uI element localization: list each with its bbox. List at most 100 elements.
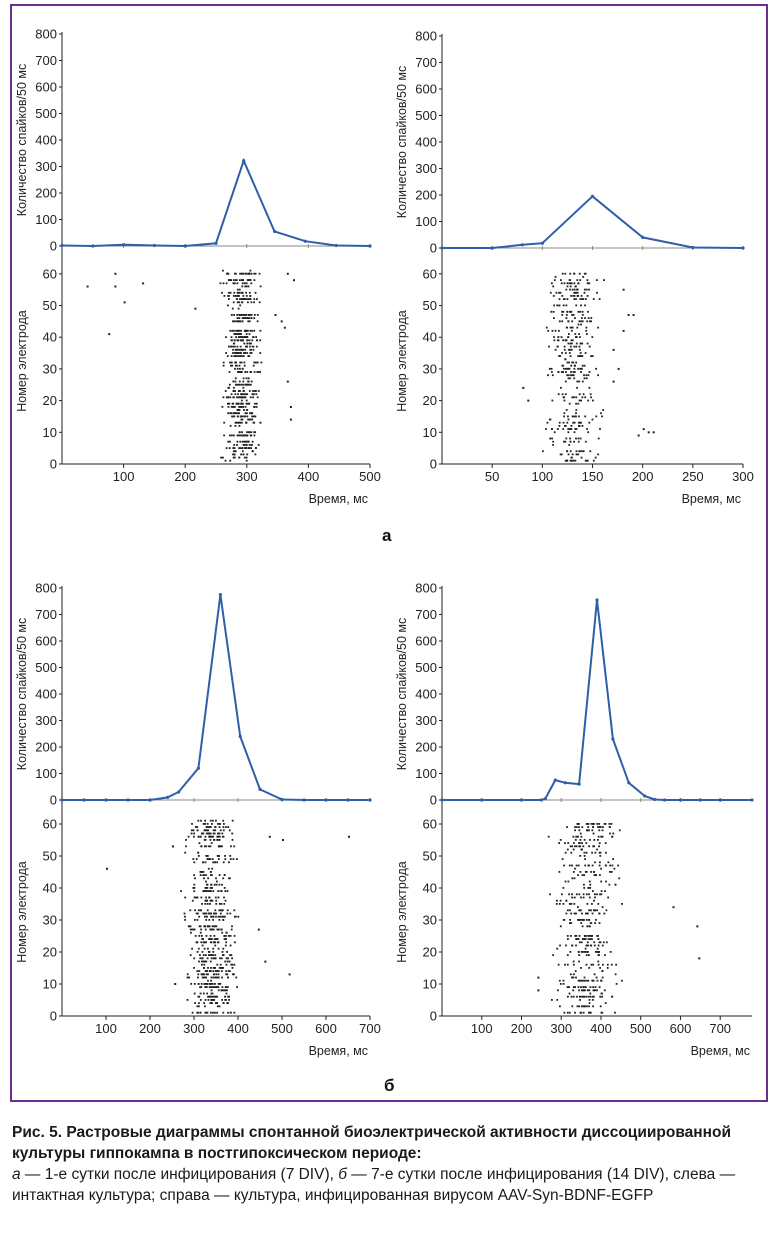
spike-dot: [205, 887, 207, 889]
spike-dot: [205, 986, 208, 988]
spike-dot: [582, 845, 585, 848]
spike-dot: [581, 317, 583, 319]
spike-dot: [238, 390, 241, 392]
spike-dot: [245, 285, 248, 288]
spike-dot: [219, 282, 222, 285]
spike-dot: [254, 291, 257, 294]
spike-dot: [596, 947, 599, 950]
spike-dot: [581, 1005, 583, 1008]
spike-dot: [599, 851, 602, 854]
spike-dot: [255, 406, 258, 408]
spike-dot: [250, 342, 252, 345]
spike-dot: [580, 367, 583, 370]
spike-dot: [611, 995, 614, 998]
spike-dot: [252, 364, 255, 367]
spike-dot: [588, 954, 590, 956]
histogram-point: [122, 243, 126, 247]
spike-dot: [579, 871, 582, 873]
spike-dot: [229, 425, 232, 427]
spike-dot: [219, 957, 221, 960]
spike-dot: [236, 409, 239, 411]
spike-dot: [199, 925, 202, 928]
spike-dot: [585, 963, 588, 966]
spike-dot: [240, 291, 243, 294]
spike-dot: [561, 320, 564, 323]
spike-dot: [567, 374, 570, 377]
spike-dot: [212, 954, 214, 956]
spike-dot: [214, 1011, 216, 1014]
spike-dot: [228, 383, 231, 386]
spike-dot: [210, 874, 212, 876]
spike-dot: [585, 459, 588, 462]
spike-dot: [250, 352, 253, 354]
spike-dot: [211, 887, 213, 889]
spike-dot: [200, 845, 203, 848]
spike-dot: [227, 396, 230, 399]
spike-dot: [573, 272, 575, 275]
spike-dot: [254, 272, 257, 275]
spike-dot: [245, 402, 248, 405]
spike-dot: [220, 928, 223, 931]
spike-dot: [225, 931, 228, 934]
spike-dot: [557, 989, 559, 992]
spike-dot: [180, 890, 182, 892]
x-tick-label: 600: [315, 1021, 337, 1036]
spike-dot: [257, 928, 260, 931]
spike-dot: [234, 915, 236, 918]
spike-dot: [583, 288, 586, 291]
spike-dot: [236, 339, 239, 342]
spike-dot: [257, 371, 260, 373]
y-tick-label: 0: [430, 241, 437, 256]
spike-dot: [227, 295, 229, 297]
spike-dot: [211, 928, 214, 931]
spike-dot: [232, 858, 235, 860]
spike-dot: [251, 345, 254, 348]
spike-dot: [215, 925, 218, 928]
spike-dot: [593, 944, 596, 947]
spike-dot: [208, 835, 211, 838]
spike-dot: [579, 845, 582, 848]
spike-dot: [236, 440, 239, 443]
spike-dot: [588, 999, 591, 1001]
spike-dot: [255, 447, 257, 449]
spike-dot: [212, 947, 215, 950]
spike-dot: [550, 310, 553, 313]
spike-dot: [566, 361, 569, 364]
spike-dot: [579, 348, 581, 351]
spike-dot: [247, 329, 249, 332]
spike-dot: [556, 899, 558, 902]
spike-dot: [586, 279, 589, 281]
spike-dot: [575, 935, 578, 937]
spike-dot: [86, 285, 89, 288]
spike-dot: [537, 989, 540, 992]
spike-dot: [601, 415, 603, 418]
spike-dot: [574, 845, 576, 848]
histogram-point: [272, 229, 277, 234]
spike-dot: [567, 367, 569, 370]
spike-dot: [194, 307, 197, 310]
spike-dot: [614, 883, 617, 886]
y-tick-label: 700: [415, 55, 437, 70]
spike-dot: [239, 371, 242, 373]
spike-dot: [232, 380, 235, 383]
spike-dot: [554, 348, 557, 351]
spike-dot: [549, 437, 551, 440]
spike-dot: [223, 887, 226, 889]
spike-dot: [221, 909, 224, 912]
spike-dot: [214, 954, 217, 956]
spike-dot: [581, 396, 584, 399]
spike-dot: [227, 826, 230, 828]
spike-dot: [575, 304, 578, 307]
spike-dot: [209, 826, 212, 828]
spike-dot: [242, 380, 245, 383]
spike-dot: [599, 826, 602, 828]
spike-dot: [242, 295, 245, 297]
spike-dot: [224, 890, 227, 892]
spike-dot: [560, 279, 562, 281]
spike-dot: [581, 848, 583, 851]
spike-dot: [566, 374, 569, 377]
spike-dot: [249, 434, 252, 437]
spike-dot: [575, 415, 577, 418]
spike-dot: [207, 979, 209, 982]
x-tick-label: 100: [113, 469, 135, 484]
